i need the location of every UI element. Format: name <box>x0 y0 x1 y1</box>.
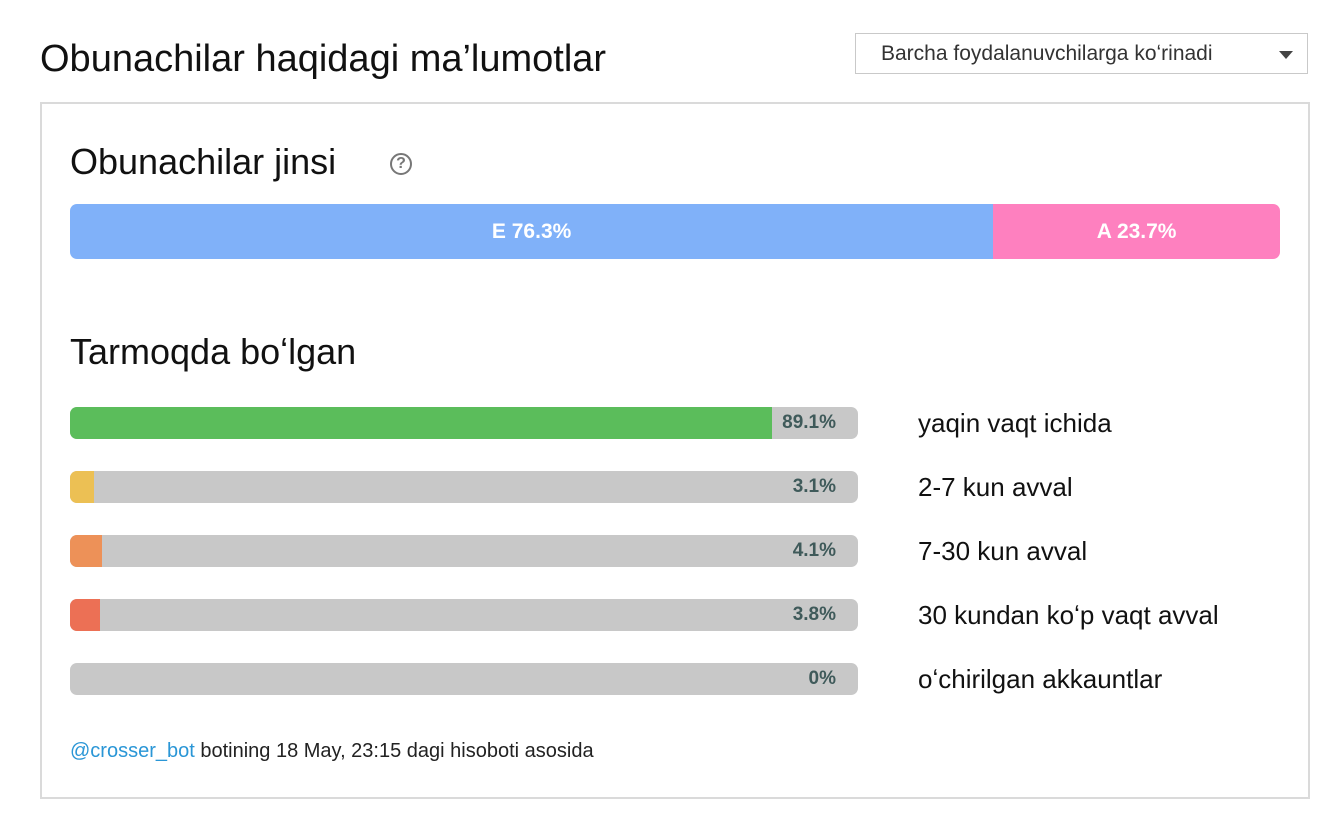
gender-segment-female: A 23.7% <box>993 204 1280 259</box>
subscribers-card: Obunachilar jinsi ? E 76.3% A 23.7% Tarm… <box>40 102 1310 799</box>
activity-bar-value: 89.1% <box>782 412 836 433</box>
activity-bar-value: 0% <box>808 668 836 689</box>
bot-link[interactable]: @crosser_bot <box>70 740 195 762</box>
activity-bar-track: 4.1% <box>70 535 858 567</box>
activity-row-label: 30 kundan koʻp vaqt avval <box>918 600 1219 630</box>
gender-bar: E 76.3% A 23.7% <box>70 204 1280 259</box>
activity-bar-value: 4.1% <box>792 540 836 561</box>
activity-bar-fill <box>70 535 103 567</box>
page-title: Obunachilar haqidagi ma’lumotlar <box>40 38 607 80</box>
visibility-select[interactable]: Barcha foydalanuvchilarga koʻrinadi <box>855 33 1308 74</box>
activity-row: 4.1% 7-30 kun avval <box>70 535 1270 567</box>
gender-section-title: Obunachilar jinsi <box>70 141 337 182</box>
gender-segment-male: E 76.3% <box>70 204 994 259</box>
chevron-down-icon <box>1279 51 1293 59</box>
report-footnote-text: botining 18 May, 23:15 dagi hisoboti aso… <box>194 740 594 762</box>
activity-bar-value: 3.1% <box>792 476 836 497</box>
activity-row: 3.1% 2-7 kun avval <box>70 471 1270 503</box>
activity-row: 0% oʻchirilgan akkauntlar <box>70 663 1270 695</box>
activity-bar-value: 3.8% <box>792 604 836 625</box>
activity-row-label: yaqin vaqt ichida <box>918 408 1112 438</box>
activity-row: 89.1% yaqin vaqt ichida <box>70 407 1270 439</box>
report-footnote: @crosser_bot botining 18 May, 23:15 dagi… <box>70 740 594 763</box>
activity-bar-track: 3.1% <box>70 471 858 503</box>
activity-row: 3.8% 30 kundan koʻp vaqt avval <box>70 599 1270 631</box>
activity-bar-track: 3.8% <box>70 599 858 631</box>
activity-bar-fill <box>70 599 100 631</box>
gender-segment-female-label: A 23.7% <box>1096 219 1177 243</box>
activity-section-title: Tarmoqda boʻlgan <box>70 331 357 372</box>
activity-row-label: oʻchirilgan akkauntlar <box>918 664 1163 694</box>
activity-row-label: 7-30 kun avval <box>918 536 1088 566</box>
activity-bar-fill <box>70 471 95 503</box>
question-circle-icon[interactable]: ? <box>390 153 412 175</box>
visibility-select-value: Barcha foydalanuvchilarga koʻrinadi <box>881 41 1213 65</box>
activity-bar-fill <box>70 407 773 439</box>
activity-bar-track: 89.1% <box>70 407 858 439</box>
gender-segment-male-label: E 76.3% <box>491 219 572 243</box>
activity-row-label: 2-7 kun avval <box>918 472 1073 502</box>
activity-bar-track: 0% <box>70 663 858 695</box>
